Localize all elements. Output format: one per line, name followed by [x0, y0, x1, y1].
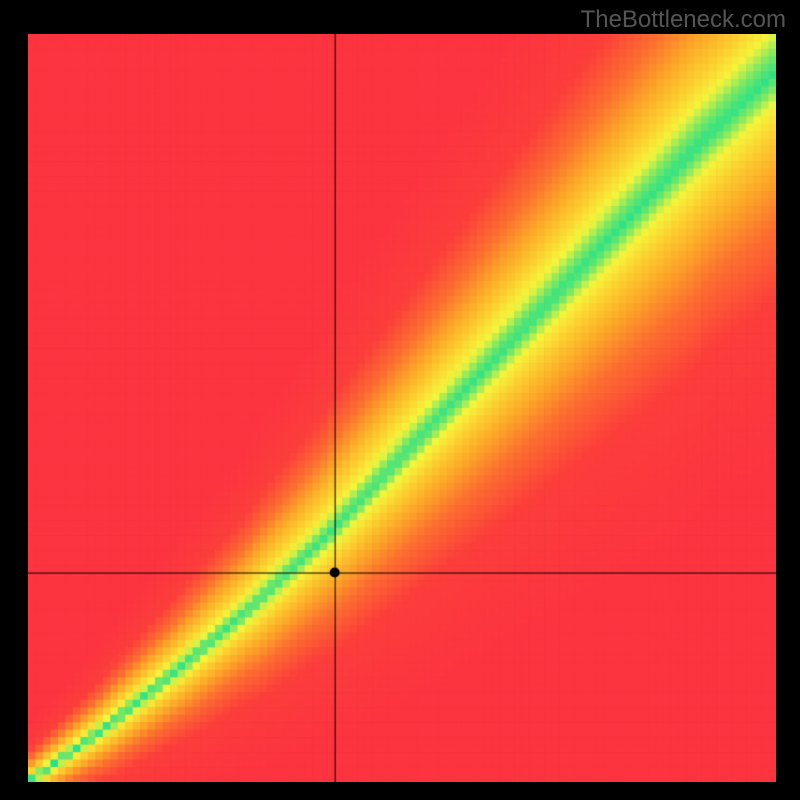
watermark-text: TheBottleneck.com: [581, 6, 786, 34]
chart-container: TheBottleneck.com: [0, 0, 800, 800]
bottleneck-heatmap: [28, 34, 776, 782]
